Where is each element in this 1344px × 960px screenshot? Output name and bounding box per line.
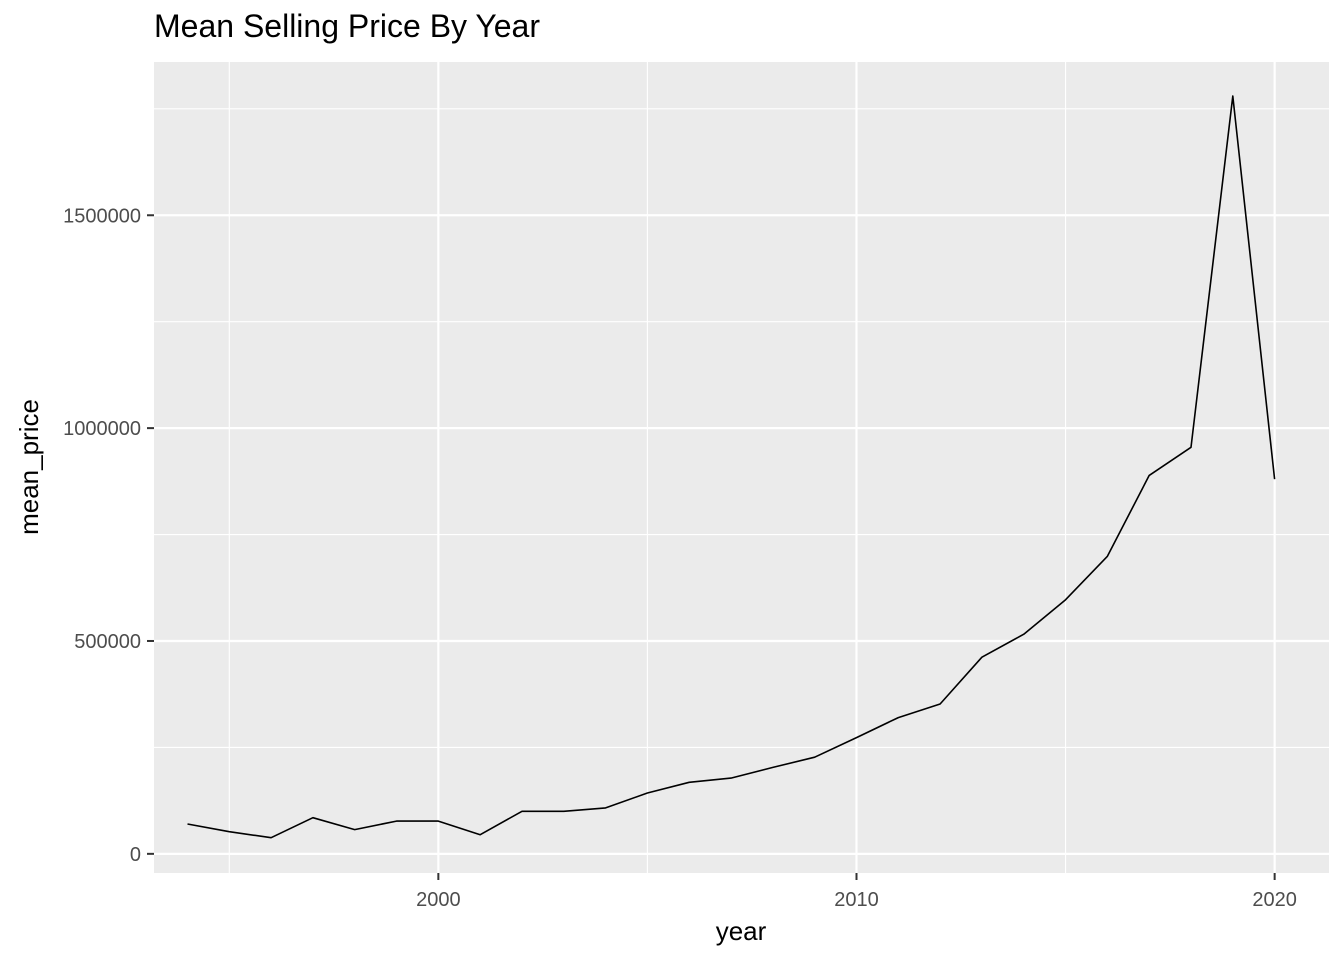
major-gridlines — [154, 62, 1329, 873]
x-tick-label: 2010 — [834, 889, 879, 911]
x-tick-label: 2000 — [416, 889, 461, 911]
y-tick-label: 1000000 — [63, 418, 141, 440]
x-axis: 2000 2010 2020 — [416, 873, 1297, 911]
plot-panel — [154, 62, 1329, 873]
minor-gridlines — [154, 62, 1329, 873]
y-tick-label: 1500000 — [63, 205, 141, 227]
y-axis-title: mean_price — [14, 399, 44, 535]
y-tick-label: 0 — [130, 844, 141, 866]
x-axis-title: year — [716, 916, 767, 946]
chart-title: Mean Selling Price By Year — [154, 8, 540, 44]
x-tick-label: 2020 — [1252, 889, 1297, 911]
y-axis: 0 500000 1000000 1500000 — [63, 205, 154, 866]
y-tick-label: 500000 — [74, 631, 141, 653]
series-line — [187, 95, 1276, 839]
series-layer — [187, 95, 1276, 839]
